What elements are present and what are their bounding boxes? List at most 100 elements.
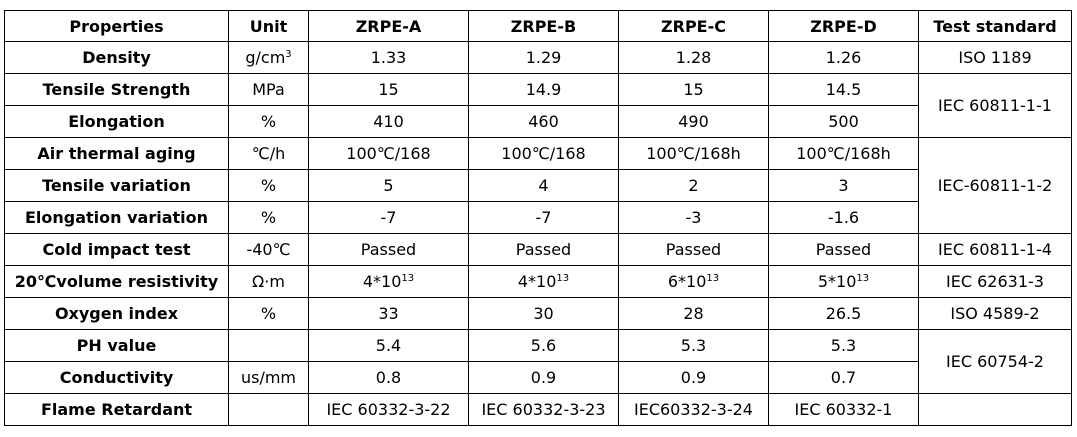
property-cell: Tensile variation <box>4 169 229 202</box>
table-row: Elongation% 410 460 490 500 <box>4 105 1072 138</box>
property-cell: Elongation variation <box>4 201 229 234</box>
value-cell: IEC 60332-3-22 <box>308 393 469 426</box>
value-cell: 5.3 <box>618 329 769 362</box>
table-body: Density g/cm3 1.33 1.29 1.28 1.26 ISO 1189 Tens… <box>4 41 1072 426</box>
superscript: 13 <box>556 273 570 284</box>
header-cell: ZRPE-C <box>618 10 769 42</box>
table-row: PH value 5.4 5.6 5.3 5.3 IEC 60754-2 <box>4 329 1072 394</box>
value-cell: 5 <box>308 169 469 202</box>
property-cell: Oxygen index <box>4 297 229 330</box>
value-cell: 6*1013 <box>618 265 769 298</box>
value-cell: 500 <box>768 105 919 138</box>
header-row: Properties Unit ZRPE-A ZRPE-B ZRPE-C ZRPE-D Te… <box>4 10 1072 42</box>
value-cell: 100℃/168 <box>468 137 619 170</box>
value-cell: 1.33 <box>308 41 469 74</box>
value-cell: 28 <box>618 297 769 330</box>
value-cell: 5.4 <box>308 329 469 362</box>
table-row: Air thermal aging ℃/h 100℃/168 100℃/168 100℃… <box>4 137 1072 234</box>
value-cell: 15 <box>308 73 469 106</box>
property-cell: 20℃volume resistivity <box>4 265 229 298</box>
header-cell: ZRPE-D <box>768 10 919 42</box>
unit-cell <box>228 393 309 426</box>
value-cell: -3 <box>618 201 769 234</box>
value-cell: 5.6 <box>468 329 619 362</box>
table-header: Properties Unit ZRPE-A ZRPE-B ZRPE-C ZRPE-D Te… <box>4 10 1072 42</box>
table-row: Density g/cm3 1.33 1.29 1.28 1.26 ISO 1189 <box>4 41 1072 74</box>
value-cell: 460 <box>468 105 619 138</box>
property-cell: Cold impact test <box>4 233 229 266</box>
property-cell: Flame Retardant <box>4 393 229 426</box>
unit-cell <box>228 329 309 362</box>
cell-text: 5*10 <box>817 272 857 291</box>
value-cell: Passed <box>468 233 619 266</box>
standard-cell: IEC-60811-1-2 <box>918 137 1072 234</box>
superscript: 3 <box>285 49 292 60</box>
table-row: Tensile variation% 5 4 2 3 <box>4 169 1072 202</box>
superscript: 13 <box>856 273 870 284</box>
standard-cell: ISO 4589-2 <box>918 297 1072 330</box>
value-cell: 100℃/168h <box>768 137 919 170</box>
value-cell: 14.5 <box>768 73 919 106</box>
unit-cell: % <box>228 201 309 234</box>
header-cell: ZRPE-B <box>468 10 619 42</box>
properties-table: Properties Unit ZRPE-A ZRPE-B ZRPE-C ZRPE-D Te… <box>4 10 1072 426</box>
value-cell: 100℃/168h <box>618 137 769 170</box>
table-row: Elongation variation% -7 -7 -3 -1.6 <box>4 201 1072 234</box>
table-row: Conductivity us/mm 0.8 0.9 0.9 0.7 <box>4 361 1072 394</box>
property-cell: Density <box>4 41 229 74</box>
table-row: Flame Retardant IEC 60332-3-22 IEC 60332-3… <box>4 393 1072 426</box>
value-cell: 1.26 <box>768 41 919 74</box>
unit-cell: ℃/h <box>228 137 309 170</box>
cell-text: 4*10 <box>362 272 402 291</box>
unit-cell: Ω·m <box>228 265 309 298</box>
unit-cell: g/cm3 <box>228 41 309 74</box>
standard-cell <box>918 393 1072 426</box>
value-cell: -7 <box>308 201 469 234</box>
header-cell: Test standard <box>918 10 1072 42</box>
value-cell: 0.9 <box>468 361 619 394</box>
property-cell: Elongation <box>4 105 229 138</box>
standard-cell: IEC 60811-1-1 <box>918 73 1072 138</box>
value-cell: 4*1013 <box>308 265 469 298</box>
value-cell: IEC 60332-3-23 <box>468 393 619 426</box>
value-cell: 1.28 <box>618 41 769 74</box>
table-row: Oxygen index% 33 30 28 26.5 ISO 4589-2 <box>4 297 1072 330</box>
value-cell: Passed <box>768 233 919 266</box>
cell-text: 6*10 <box>667 272 707 291</box>
value-cell: IEC60332-3-24 <box>618 393 769 426</box>
value-cell: 33 <box>308 297 469 330</box>
standard-cell: IEC 62631-3 <box>918 265 1072 298</box>
superscript: 13 <box>401 273 415 284</box>
value-cell: 4*1013 <box>468 265 619 298</box>
property-cell: Conductivity <box>4 361 229 394</box>
value-cell: 14.9 <box>468 73 619 106</box>
property-cell: PH value <box>4 329 229 362</box>
table-row: 20℃volume resistivity Ω·m 4*1013 4*1013 6*10… <box>4 265 1072 298</box>
value-cell: 3 <box>768 169 919 202</box>
value-cell: 15 <box>618 73 769 106</box>
value-cell: 100℃/168 <box>308 137 469 170</box>
value-cell: IEC 60332-1 <box>768 393 919 426</box>
unit-cell: % <box>228 169 309 202</box>
value-cell: 1.29 <box>468 41 619 74</box>
value-cell: 0.7 <box>768 361 919 394</box>
value-cell: 5*1013 <box>768 265 919 298</box>
unit-cell: -40℃ <box>228 233 309 266</box>
value-cell: 0.9 <box>618 361 769 394</box>
value-cell: 26.5 <box>768 297 919 330</box>
value-cell: 410 <box>308 105 469 138</box>
table-row: Tensile Strength MPa 15 14.9 15 14.5 IEC 60811… <box>4 73 1072 138</box>
value-cell: -7 <box>468 201 619 234</box>
cell-text: 4*10 <box>517 272 557 291</box>
value-cell: 2 <box>618 169 769 202</box>
unit-cell: us/mm <box>228 361 309 394</box>
value-cell: -1.6 <box>768 201 919 234</box>
header-cell: ZRPE-A <box>308 10 469 42</box>
value-cell: Passed <box>618 233 769 266</box>
standard-cell: IEC 60811-1-4 <box>918 233 1072 266</box>
header-cell: Unit <box>228 10 309 42</box>
header-cell: Properties <box>4 10 229 42</box>
property-cell: Air thermal aging <box>4 137 229 170</box>
superscript: 13 <box>706 273 720 284</box>
